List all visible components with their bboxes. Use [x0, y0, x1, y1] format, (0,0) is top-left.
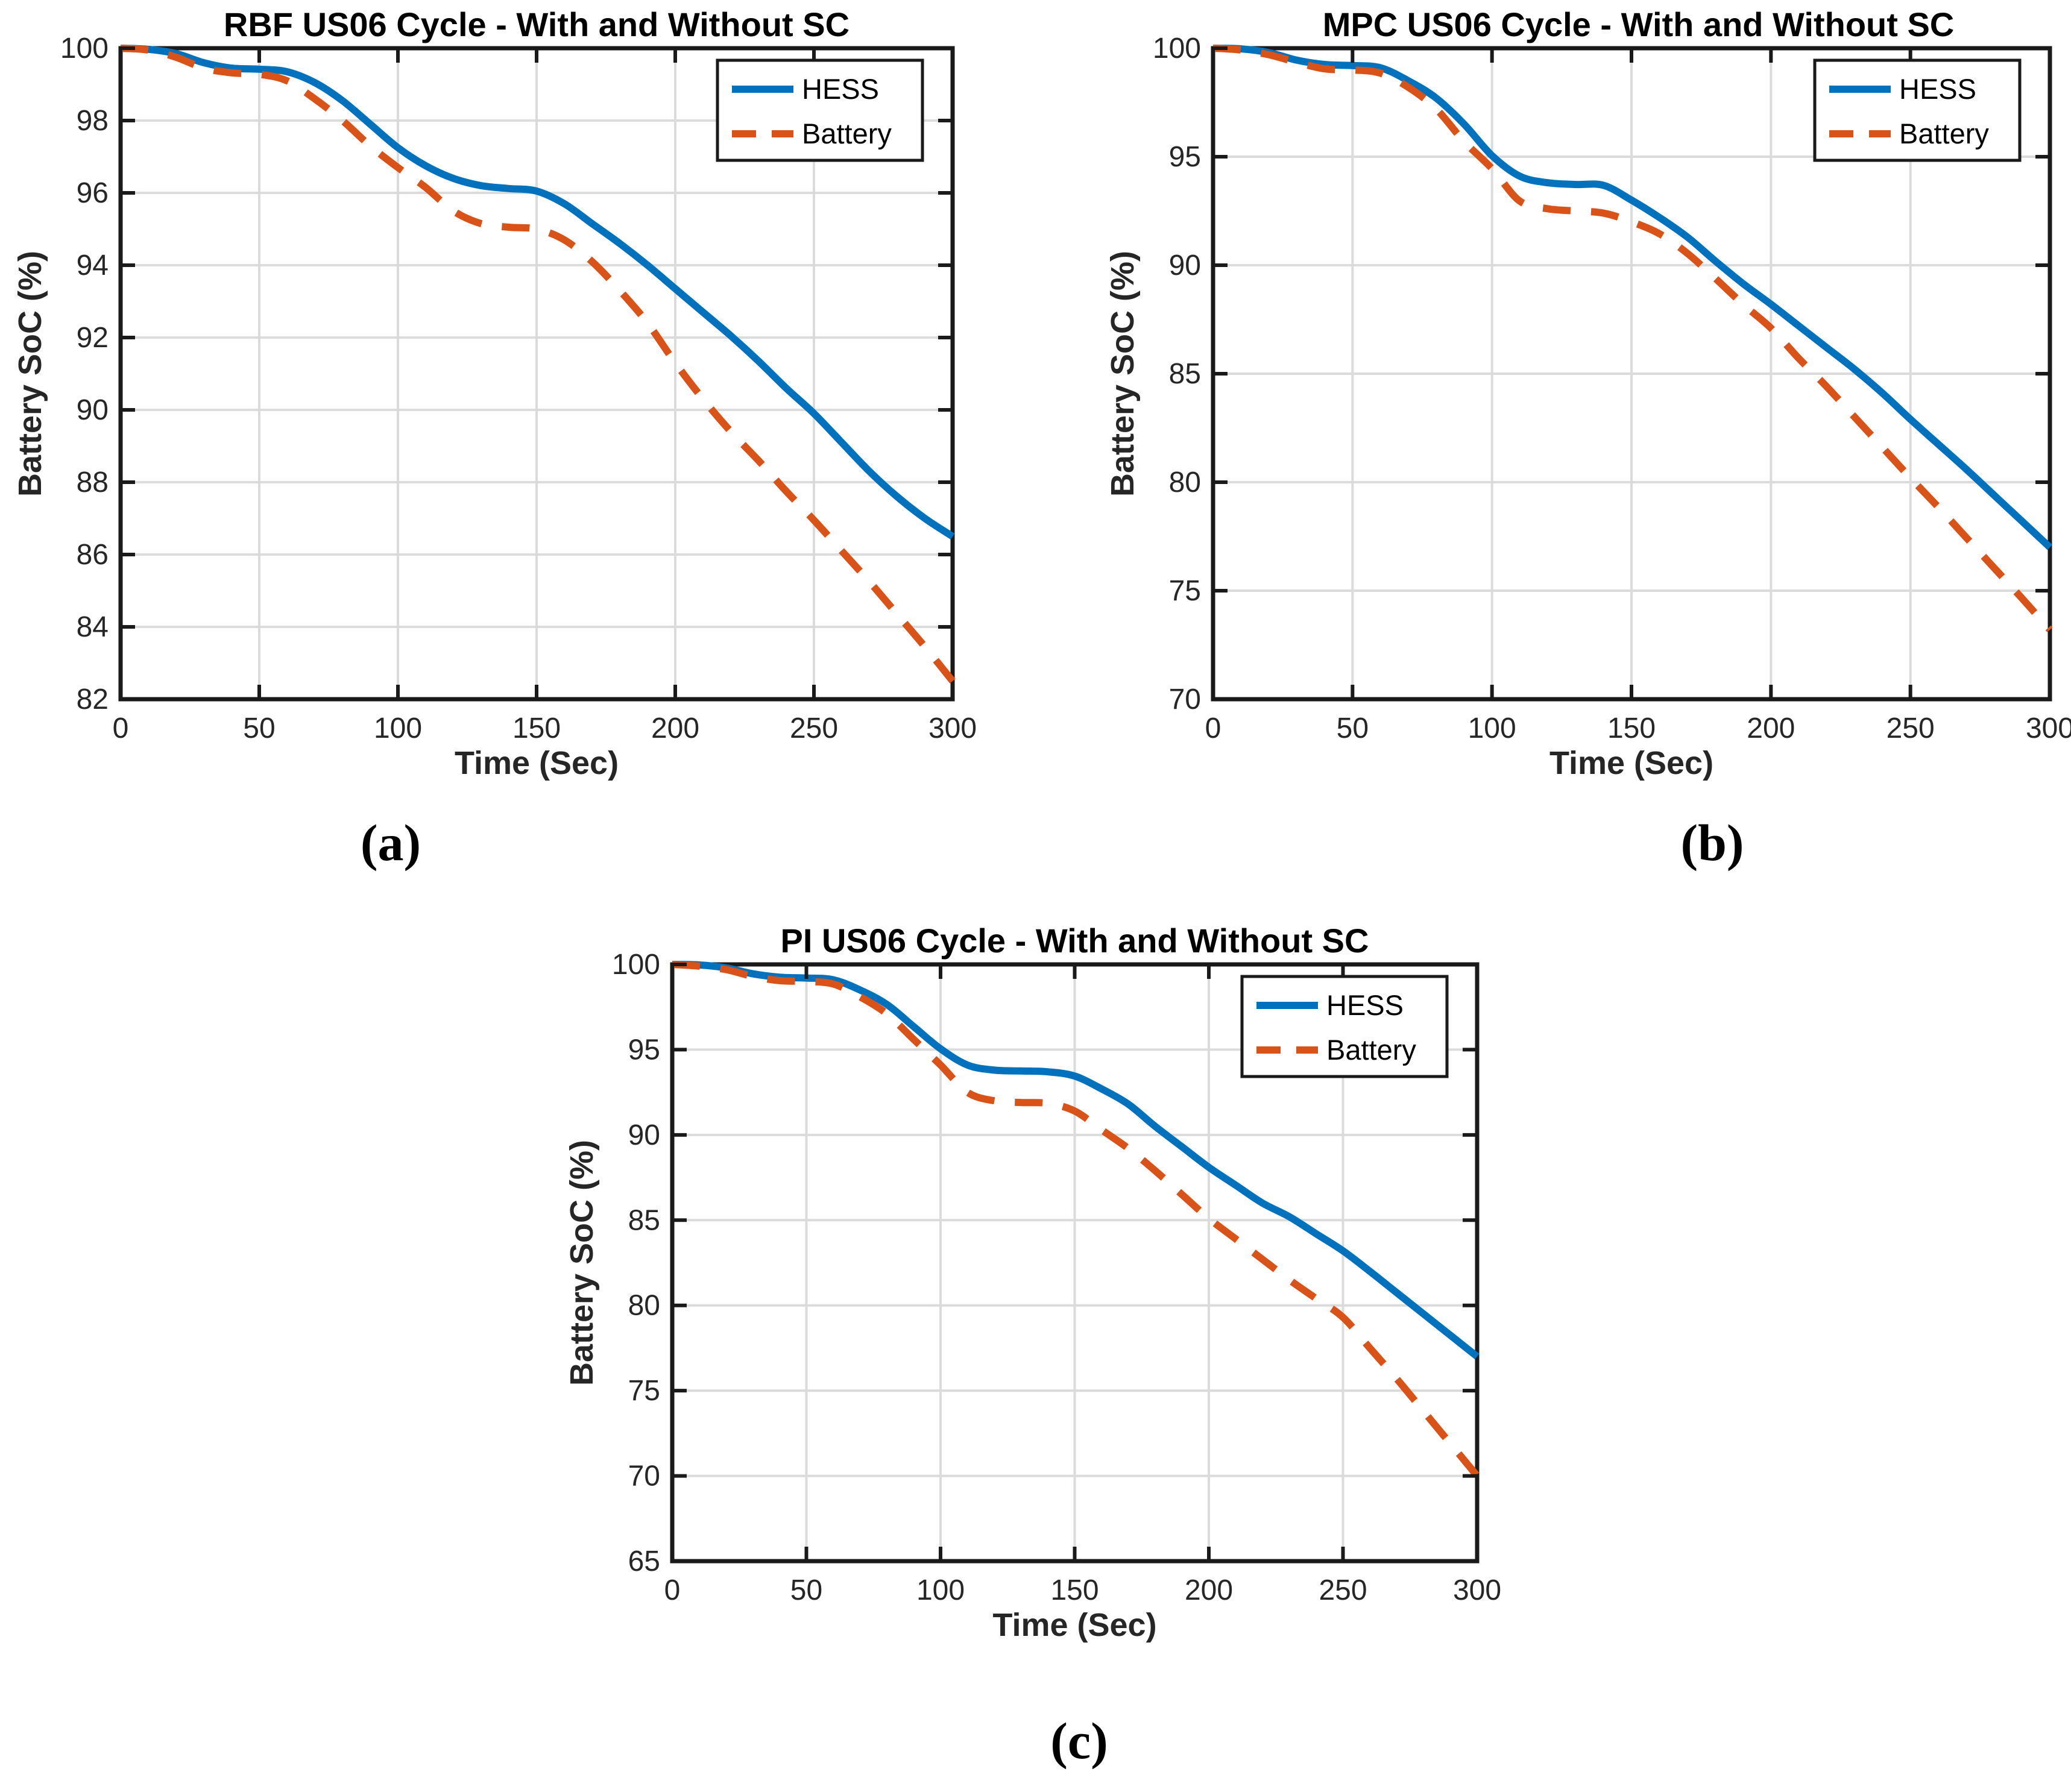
- legend-box: [716, 58, 924, 162]
- caption-a: (a): [360, 814, 421, 872]
- y-tick-label: 82: [77, 684, 109, 715]
- y-tick-label: 70: [628, 1460, 660, 1492]
- x-tick-label: 100: [1468, 712, 1516, 744]
- series-battery-line: [672, 961, 1480, 1479]
- x-tick-label: 300: [928, 712, 977, 744]
- y-tick-label: 100: [1153, 33, 1201, 64]
- x-tick-label: 150: [1050, 1574, 1099, 1606]
- y-tick-label: 65: [628, 1545, 660, 1577]
- legend-label-hess: HESS: [802, 73, 879, 105]
- y-tick-label: 75: [1169, 575, 1201, 607]
- x-tick-label: 300: [1453, 1574, 1501, 1606]
- caption-c: (c): [1050, 1712, 1108, 1770]
- x-tick-label: 250: [1887, 712, 1935, 744]
- y-tick-label: 88: [77, 467, 109, 498]
- x-tick-label: 0: [113, 712, 129, 744]
- caption-b: (b): [1680, 814, 1744, 872]
- y-tick-label: 85: [628, 1204, 660, 1236]
- series-hess-line: [120, 45, 955, 540]
- y-tick-label: 84: [77, 611, 109, 643]
- tick-marks: [1211, 46, 2052, 701]
- x-tick-label: 150: [1607, 712, 1656, 744]
- chart-a-title: RBF US06 Cycle - With and Without SC: [223, 5, 850, 43]
- x-tick-label: 250: [1319, 1574, 1367, 1606]
- tick-labels: 0 50 100 150 200 250 300 82 84 86 88 90 92 94 96 98 100: [60, 33, 977, 744]
- series-battery-line: [1212, 45, 2053, 632]
- y-tick-label: 90: [628, 1119, 660, 1151]
- gridlines: [121, 48, 953, 699]
- y-tick-label: 100: [612, 949, 660, 981]
- chart-legend: HESS Battery: [1240, 975, 1449, 1078]
- y-tick-label: 75: [628, 1375, 660, 1407]
- tick-marks: [670, 963, 1479, 1563]
- chart-c-title: PI US06 Cycle - With and Without SC: [780, 922, 1369, 960]
- x-axis-label: Time (Sec): [1549, 745, 1713, 781]
- chart-b-canvas: 0 50 100 150 200 250 300 70 75 80 85 90 95 100 Time (S…: [1105, 33, 2071, 781]
- y-tick-label: 95: [1169, 141, 1201, 173]
- legend-label-battery: Battery: [1326, 1034, 1416, 1066]
- y-tick-label: 100: [60, 33, 109, 64]
- x-tick-label: 150: [512, 712, 561, 744]
- legend-label-battery: Battery: [802, 118, 892, 149]
- legend-box: [1813, 58, 2022, 162]
- x-tick-label: 0: [1205, 712, 1221, 744]
- legend-label-battery: Battery: [1899, 118, 1989, 149]
- x-tick-label: 50: [790, 1574, 822, 1606]
- y-tick-label: 96: [77, 177, 109, 209]
- x-tick-label: 200: [1747, 712, 1795, 744]
- x-axis-label: Time (Sec): [455, 745, 619, 781]
- y-tick-label: 95: [628, 1034, 660, 1066]
- x-tick-label: 50: [1337, 712, 1369, 744]
- x-tick-label: 200: [651, 712, 699, 744]
- x-tick-label: 0: [664, 1574, 681, 1606]
- x-tick-label: 100: [916, 1574, 965, 1606]
- tick-marks: [119, 46, 954, 701]
- y-axis-label: Battery SoC (%): [1105, 251, 1141, 497]
- y-axis-label: Battery SoC (%): [564, 1140, 600, 1386]
- y-tick-label: 92: [77, 322, 109, 354]
- y-tick-label: 80: [1169, 467, 1201, 498]
- x-tick-label: 250: [790, 712, 838, 744]
- y-tick-label: 85: [1169, 358, 1201, 390]
- x-tick-label: 50: [243, 712, 275, 744]
- y-tick-label: 90: [1169, 250, 1201, 281]
- y-tick-label: 94: [77, 250, 109, 281]
- series-battery-line: [120, 45, 956, 684]
- chart-legend: HESS Battery: [1813, 58, 2022, 162]
- chart-a-canvas: 0 50 100 150 200 250 300 82 84 86 88 90 92 94 96 98 100 T…: [12, 33, 977, 781]
- chart-c-canvas: 0 50 100 150 200 250 300 65 70 75 80 85 90 95 100 Time …: [564, 949, 1501, 1643]
- legend-label-hess: HESS: [1899, 73, 1976, 105]
- tick-labels: 0 50 100 150 200 250 300 65 70 75 80 85 90 95 100: [612, 949, 1501, 1606]
- series-hess-line: [1212, 45, 2053, 550]
- chart-legend: HESS Battery: [716, 58, 924, 162]
- y-axis-label: Battery SoC (%): [12, 251, 48, 497]
- y-tick-label: 86: [77, 539, 109, 571]
- x-tick-label: 100: [374, 712, 422, 744]
- y-tick-label: 90: [77, 394, 109, 426]
- y-tick-label: 70: [1169, 684, 1201, 715]
- x-tick-label: 200: [1185, 1574, 1233, 1606]
- x-tick-label: 300: [2026, 712, 2071, 744]
- chart-b-title: MPC US06 Cycle - With and Without SC: [1322, 5, 1955, 43]
- y-tick-label: 98: [77, 105, 109, 137]
- legend-box: [1240, 975, 1449, 1078]
- x-axis-label: Time (Sec): [992, 1607, 1156, 1643]
- legend-label-hess: HESS: [1326, 989, 1404, 1021]
- tick-labels: 0 50 100 150 200 250 300 70 75 80 85 90 95 100: [1153, 33, 2071, 744]
- y-tick-label: 80: [628, 1290, 660, 1322]
